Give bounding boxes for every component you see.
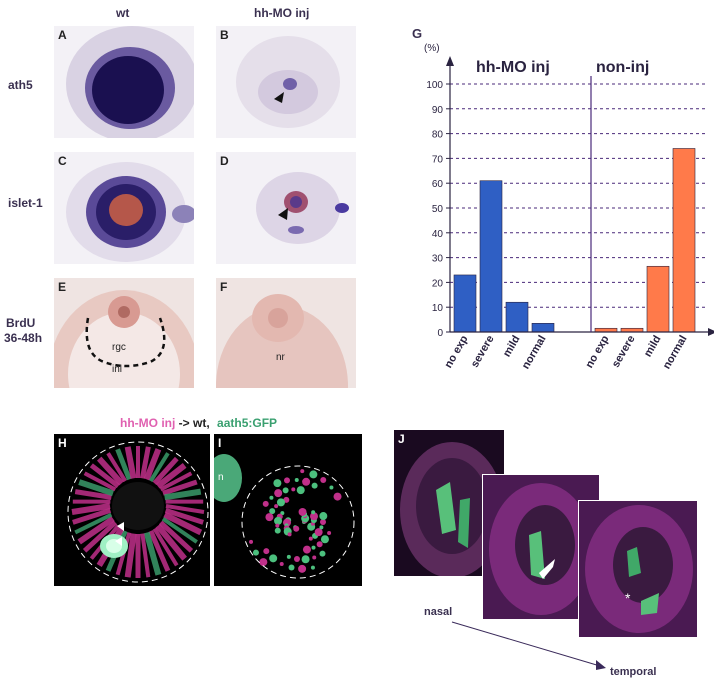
- row-label-brdu: BrdU: [6, 316, 36, 330]
- row-label-islet: islet-1: [8, 196, 43, 210]
- category-label: normal: [520, 334, 549, 372]
- column-header-hh-mo: hh-MO inj: [254, 6, 310, 20]
- bar: [531, 323, 555, 333]
- bar: [672, 148, 696, 333]
- y-tick-label: 90: [432, 105, 444, 116]
- y-tick-label: 40: [432, 229, 444, 240]
- panel-label-b: B: [220, 28, 229, 42]
- eye-transplant-i: [214, 454, 355, 579]
- panel-label-i: I: [218, 436, 222, 450]
- arrowhead-marker: [274, 92, 284, 103]
- eye-ath5-morphant: [236, 36, 340, 128]
- y-tick-label: 30: [432, 254, 444, 265]
- category-label: no exp: [442, 333, 470, 370]
- category-label: severe: [469, 334, 497, 370]
- panel-j-section-3: *: [578, 500, 698, 638]
- chart-ylabel: (%): [424, 43, 440, 54]
- row-label-brdu-time: 36-48h: [4, 331, 43, 345]
- panel-label-e: E: [58, 280, 67, 294]
- bar: [646, 265, 670, 333]
- category-label: mild: [501, 334, 523, 360]
- panel-e-image: E rgc inl: [54, 278, 194, 388]
- panel-a-image: A: [54, 26, 194, 138]
- label-n: n: [218, 472, 224, 483]
- panel-j-section-1: J: [394, 430, 504, 576]
- eye-transplant-h: [67, 441, 209, 583]
- y-tick-label: 50: [432, 204, 444, 215]
- category-label: no exp: [583, 333, 611, 370]
- legend-hh-mo: hh-MO inj: [120, 416, 176, 430]
- panel-label-d: D: [220, 154, 229, 168]
- series-title-hh-mo: hh-MO inj: [476, 59, 550, 76]
- panel-b-image: B: [216, 26, 356, 138]
- panel-label-a: A: [58, 28, 67, 42]
- label-temporal: temporal: [610, 666, 657, 678]
- category-label: mild: [642, 334, 664, 360]
- svg-text:*: *: [625, 590, 631, 606]
- panel-label-j: J: [398, 432, 405, 446]
- panel-h-image: H: [54, 434, 210, 586]
- eye-islet-morphant: [256, 172, 349, 244]
- eye-ath5-wt: [66, 26, 194, 138]
- panel-c-image: C: [54, 152, 194, 264]
- brdu-section-morphant: [216, 294, 348, 388]
- bar: [505, 301, 529, 333]
- retina-section-middle: [489, 483, 593, 615]
- panel-label-g: G: [412, 26, 423, 41]
- y-tick-label: 60: [432, 179, 444, 190]
- column-header-wt: wt: [116, 6, 130, 20]
- y-tick-label: 0: [437, 328, 443, 339]
- legend-transplant: hh-MO inj -> wt, aath5:GFP: [120, 416, 277, 430]
- label-rgc: rgc: [112, 342, 126, 353]
- eye-islet-wt: [66, 162, 194, 262]
- panel-d-image: D: [216, 152, 356, 264]
- label-nasal: nasal: [424, 606, 453, 618]
- panel-label-c: C: [58, 154, 67, 168]
- x-axis-arrow: [708, 328, 714, 336]
- y-tick-label: 20: [432, 278, 444, 289]
- y-tick-label: 80: [432, 130, 444, 141]
- retina-section-temporal: *: [585, 505, 693, 633]
- legend-arrow-wt: -> wt,: [175, 416, 210, 430]
- label-nr: nr: [276, 352, 285, 363]
- category-label: severe: [610, 334, 638, 370]
- series-title-non-inj: non-inj: [596, 59, 649, 76]
- legend-gfp: aath5:GFP: [217, 416, 278, 430]
- y-tick-label: 10: [432, 303, 444, 314]
- bar: [453, 274, 477, 333]
- brdu-section-wt: [54, 290, 194, 388]
- panel-label-f: F: [220, 280, 228, 294]
- y-axis-arrow: [446, 56, 454, 66]
- arrowhead-marker: [278, 208, 288, 220]
- y-tick-label: 70: [432, 154, 444, 165]
- panel-label-h: H: [58, 436, 67, 450]
- panel-f-image: F nr: [216, 278, 356, 388]
- label-inl: inl: [112, 364, 123, 375]
- y-tick-label: 100: [426, 80, 443, 91]
- bar: [479, 180, 503, 333]
- retina-section-nasal: [400, 442, 504, 576]
- panel-i-image: I n: [214, 434, 362, 586]
- category-label: normal: [661, 334, 690, 372]
- row-label-ath5: ath5: [8, 78, 33, 92]
- bar-chart: (%) hh-MO inj non-inj 0 10 20 30 40 50 60 70 80 9…: [424, 43, 714, 372]
